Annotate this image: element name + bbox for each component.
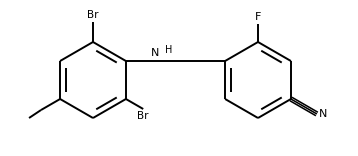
Text: Br: Br (137, 111, 149, 121)
Text: N: N (319, 109, 327, 119)
Text: N: N (151, 48, 160, 58)
Text: H: H (165, 45, 172, 55)
Text: F: F (255, 12, 261, 22)
Text: Br: Br (87, 10, 99, 20)
